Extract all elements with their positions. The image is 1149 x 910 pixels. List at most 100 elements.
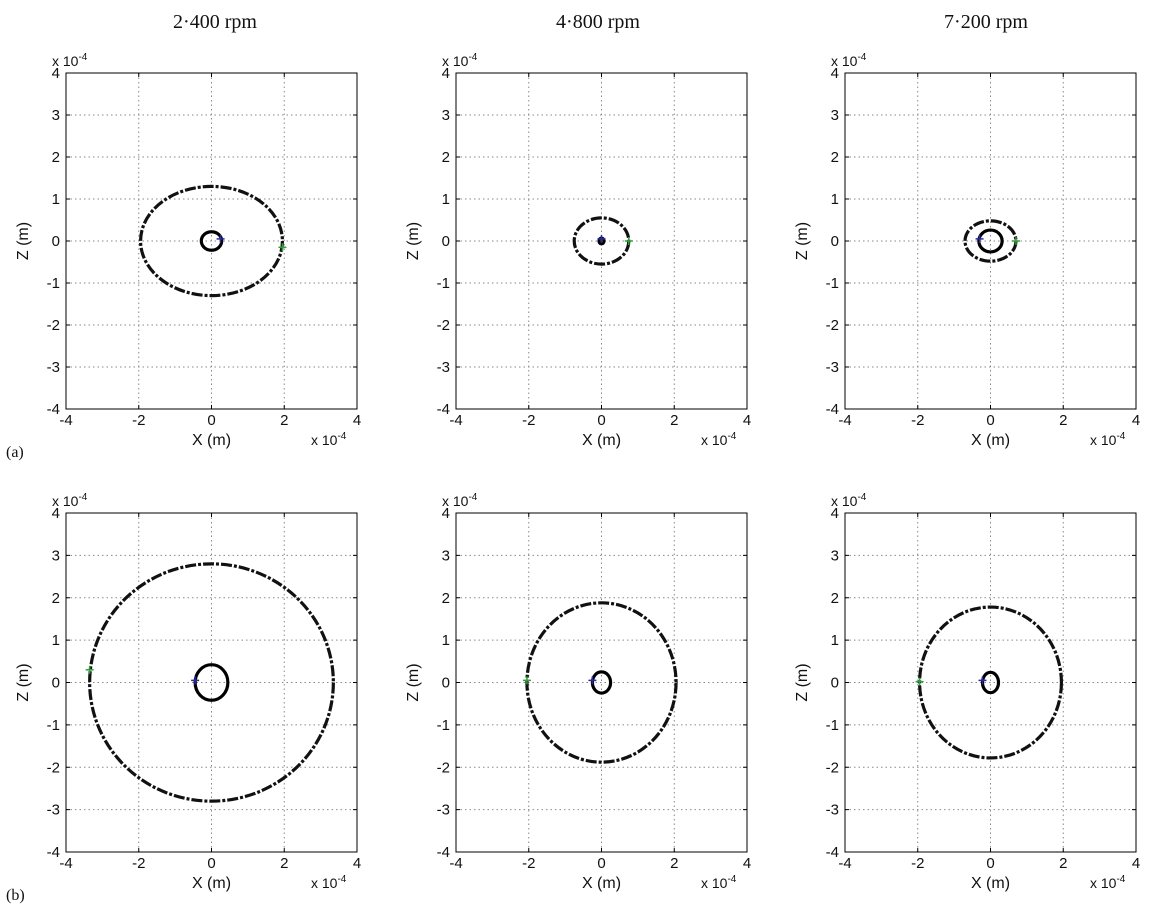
- plot-r0c2: -4 -2 0 2 4 -4 -3 -2 -1 0 1 2 3 4 X (m) Z (m) x 10-4 x 10…: [794, 52, 1140, 449]
- plot-r1c2-ytick-label: 1: [831, 632, 839, 649]
- plot-r0c1-ytick-label: 1: [442, 191, 450, 208]
- plot-r0c0-y-multiplier-exp: -4: [78, 52, 87, 63]
- plot-r1c2-ytick-label: -4: [826, 844, 839, 861]
- plot-r1c0-ytick-label: 3: [52, 547, 60, 564]
- row-label-a: (a): [6, 444, 24, 461]
- plot-r0c1-x-multiplier: x 10-4: [701, 431, 737, 448]
- plot-r1c2-ytick-label: 4: [831, 505, 839, 522]
- plot-r1c1-xtick-label: 0: [597, 855, 605, 872]
- plot-r1c1-ytick-label: 2: [442, 590, 450, 607]
- plot-r0c2-ytick-label: -2: [826, 317, 839, 334]
- plot-r1c2-ytick-label: -1: [826, 717, 839, 734]
- plot-r0c1-xtick-label: 4: [743, 412, 751, 429]
- plot-r0c0-ytick-label: -1: [47, 275, 60, 292]
- plot-r1c0-orbit-outer: [88, 562, 335, 803]
- subplot-grid: -4 -2 0 2 4 -4 -3 -2 -1 0 1 2 3 4 X (m) Z (m) x 10-4 x 10…: [15, 52, 1140, 892]
- plot-r0c0-xtick-label: -4: [59, 412, 72, 429]
- plot-r0c0-ytick-label: 4: [52, 65, 60, 82]
- plot-r0c0-ytick-label: 0: [52, 233, 60, 250]
- plot-r0c1-xtick-label: -4: [449, 412, 462, 429]
- plot-r0c0-ytick-label: -2: [47, 317, 60, 334]
- plot-r0c2-x-multiplier: x 10-4: [1090, 431, 1126, 448]
- plot-r0c0-xlabel: X (m): [192, 432, 231, 449]
- plot-r1c2-ytick-label: -2: [826, 759, 839, 776]
- plot-r0c0-ytick-label: 3: [52, 107, 60, 124]
- plot-r0c2-ytick-label: 4: [831, 65, 839, 82]
- plot-r0c2-xtick-label: -4: [838, 412, 851, 429]
- plot-r0c0-xtick-label: 2: [280, 412, 288, 429]
- plot-r1c0-ytick-label: 0: [52, 675, 60, 692]
- plot-r1c1-ytick-label: 1: [442, 632, 450, 649]
- plot-r1c0-ylabel: Z (m): [15, 663, 32, 701]
- plot-r1c1-ytick-label: -4: [437, 844, 450, 861]
- plot-r0c0-x-multiplier-exp: -4: [337, 431, 346, 442]
- plot-r0c0-ylabel: Z (m): [15, 222, 32, 260]
- plot-r0c2-y-multiplier: x 10-4: [831, 52, 867, 69]
- plot-r1c2-ytick-label: 0: [831, 675, 839, 692]
- plot-r1c2-xtick-label: 4: [1132, 855, 1140, 872]
- plot-r1c1-xtick-label: 2: [670, 855, 678, 872]
- plot-r0c1-y-multiplier: x 10-4: [442, 52, 478, 69]
- plot-r1c2-x-multiplier-exp: -4: [1116, 874, 1125, 885]
- plot-r1c2-xlabel: X (m): [971, 875, 1010, 892]
- plot-r1c0-ytick-label: -4: [47, 844, 60, 861]
- plot-r0c1-y-multiplier-exp: -4: [468, 52, 477, 63]
- plot-r0c1-x-multiplier-exp: -4: [727, 431, 736, 442]
- plot-r0c2-ytick-label: -4: [826, 401, 839, 418]
- row-label-b: (b): [6, 887, 25, 904]
- plot-r0c1-xlabel: X (m): [582, 432, 621, 449]
- plot-r0c2-ytick-label: 1: [831, 191, 839, 208]
- plot-r1c2-ylabel: Z (m): [794, 663, 811, 701]
- plot-r1c0-xtick-label: -2: [132, 855, 145, 872]
- plot-r1c2-y-multiplier: x 10-4: [831, 492, 867, 509]
- column-title-4800: 4·800 rpm: [556, 11, 640, 33]
- plot-r1c2: -4 -2 0 2 4 -4 -3 -2 -1 0 1 2 3 4 X (m) Z (m) x 10-4 x 10…: [794, 492, 1140, 892]
- plot-r1c1-y-multiplier: x 10-4: [442, 492, 478, 509]
- plot-r1c2-y-multiplier-exp: -4: [857, 492, 866, 503]
- plot-r1c0-xlabel: X (m): [192, 875, 231, 892]
- plot-r0c1-ytick-label: 0: [442, 233, 450, 250]
- plot-r1c0-ytick-label: -1: [47, 717, 60, 734]
- plot-r0c2-ytick-label: 0: [831, 233, 839, 250]
- plot-r1c0-ytick-label: -3: [47, 802, 60, 819]
- plot-r0c1-xtick-label: 2: [670, 412, 678, 429]
- plot-r0c0-y-multiplier: x 10-4: [52, 52, 88, 69]
- plot-r1c0-xtick-label: 0: [207, 855, 215, 872]
- plot-r1c1-xtick-label: -2: [522, 855, 535, 872]
- plot-r1c0-ytick-label: 1: [52, 632, 60, 649]
- plot-r0c2-ytick-label: 3: [831, 107, 839, 124]
- plot-r1c2-ytick-label: -3: [826, 802, 839, 819]
- column-title-2400: 2·400 rpm: [173, 11, 257, 33]
- plot-r0c2-ytick-label: 2: [831, 149, 839, 166]
- plot-r1c2-xtick-label: 0: [986, 855, 994, 872]
- plot-r1c1-ytick-label: 0: [442, 675, 450, 692]
- plot-r0c1-xtick-label: 0: [597, 412, 605, 429]
- plot-r0c2-xlabel: X (m): [971, 432, 1010, 449]
- plot-r0c1-ytick-label: -2: [437, 317, 450, 334]
- plot-r0c1: -4 -2 0 2 4 -4 -3 -2 -1 0 1 2 3 4 X (m) Z (m) x 10-4 x 10…: [405, 52, 751, 449]
- plot-r0c2-y-multiplier-exp: -4: [857, 52, 866, 63]
- plot-r0c2-ytick-label: -1: [826, 275, 839, 292]
- plot-r0c1-xtick-label: -2: [522, 412, 535, 429]
- plot-r0c2-xtick-label: 0: [986, 412, 994, 429]
- plot-r0c0-orbit-inner: [199, 230, 224, 252]
- plot-r1c0-ytick-label: 4: [52, 505, 60, 522]
- plot-r1c1: -4 -2 0 2 4 -4 -3 -2 -1 0 1 2 3 4 X (m) Z (m) x 10-4 x 10…: [405, 492, 751, 892]
- plot-r1c1-ylabel: Z (m): [405, 663, 422, 701]
- plot-r0c2-xtick-label: 4: [1132, 412, 1140, 429]
- plot-r1c0-ytick-label: -2: [47, 759, 60, 776]
- plot-r1c2-x-multiplier: x 10-4: [1090, 874, 1126, 891]
- plot-r1c0-x-multiplier: x 10-4: [311, 874, 347, 891]
- plot-r1c1-ytick-label: 3: [442, 547, 450, 564]
- plot-r1c1-x-multiplier: x 10-4: [701, 874, 737, 891]
- plot-r0c1-ylabel: Z (m): [405, 222, 422, 260]
- plot-r0c0-ytick-label: 2: [52, 149, 60, 166]
- plot-r1c1-x-multiplier-exp: -4: [727, 874, 736, 885]
- plot-r0c0-orbit-outer: [138, 184, 285, 298]
- plot-r1c1-xtick-label: -4: [449, 855, 462, 872]
- plot-r1c1-xtick-label: 4: [743, 855, 751, 872]
- plot-r0c2-xtick-label: 2: [1059, 412, 1067, 429]
- plot-r1c1-y-multiplier-exp: -4: [468, 492, 477, 503]
- plot-r0c0-xtick-label: -2: [132, 412, 145, 429]
- plot-r1c0-xtick-label: 4: [353, 855, 361, 872]
